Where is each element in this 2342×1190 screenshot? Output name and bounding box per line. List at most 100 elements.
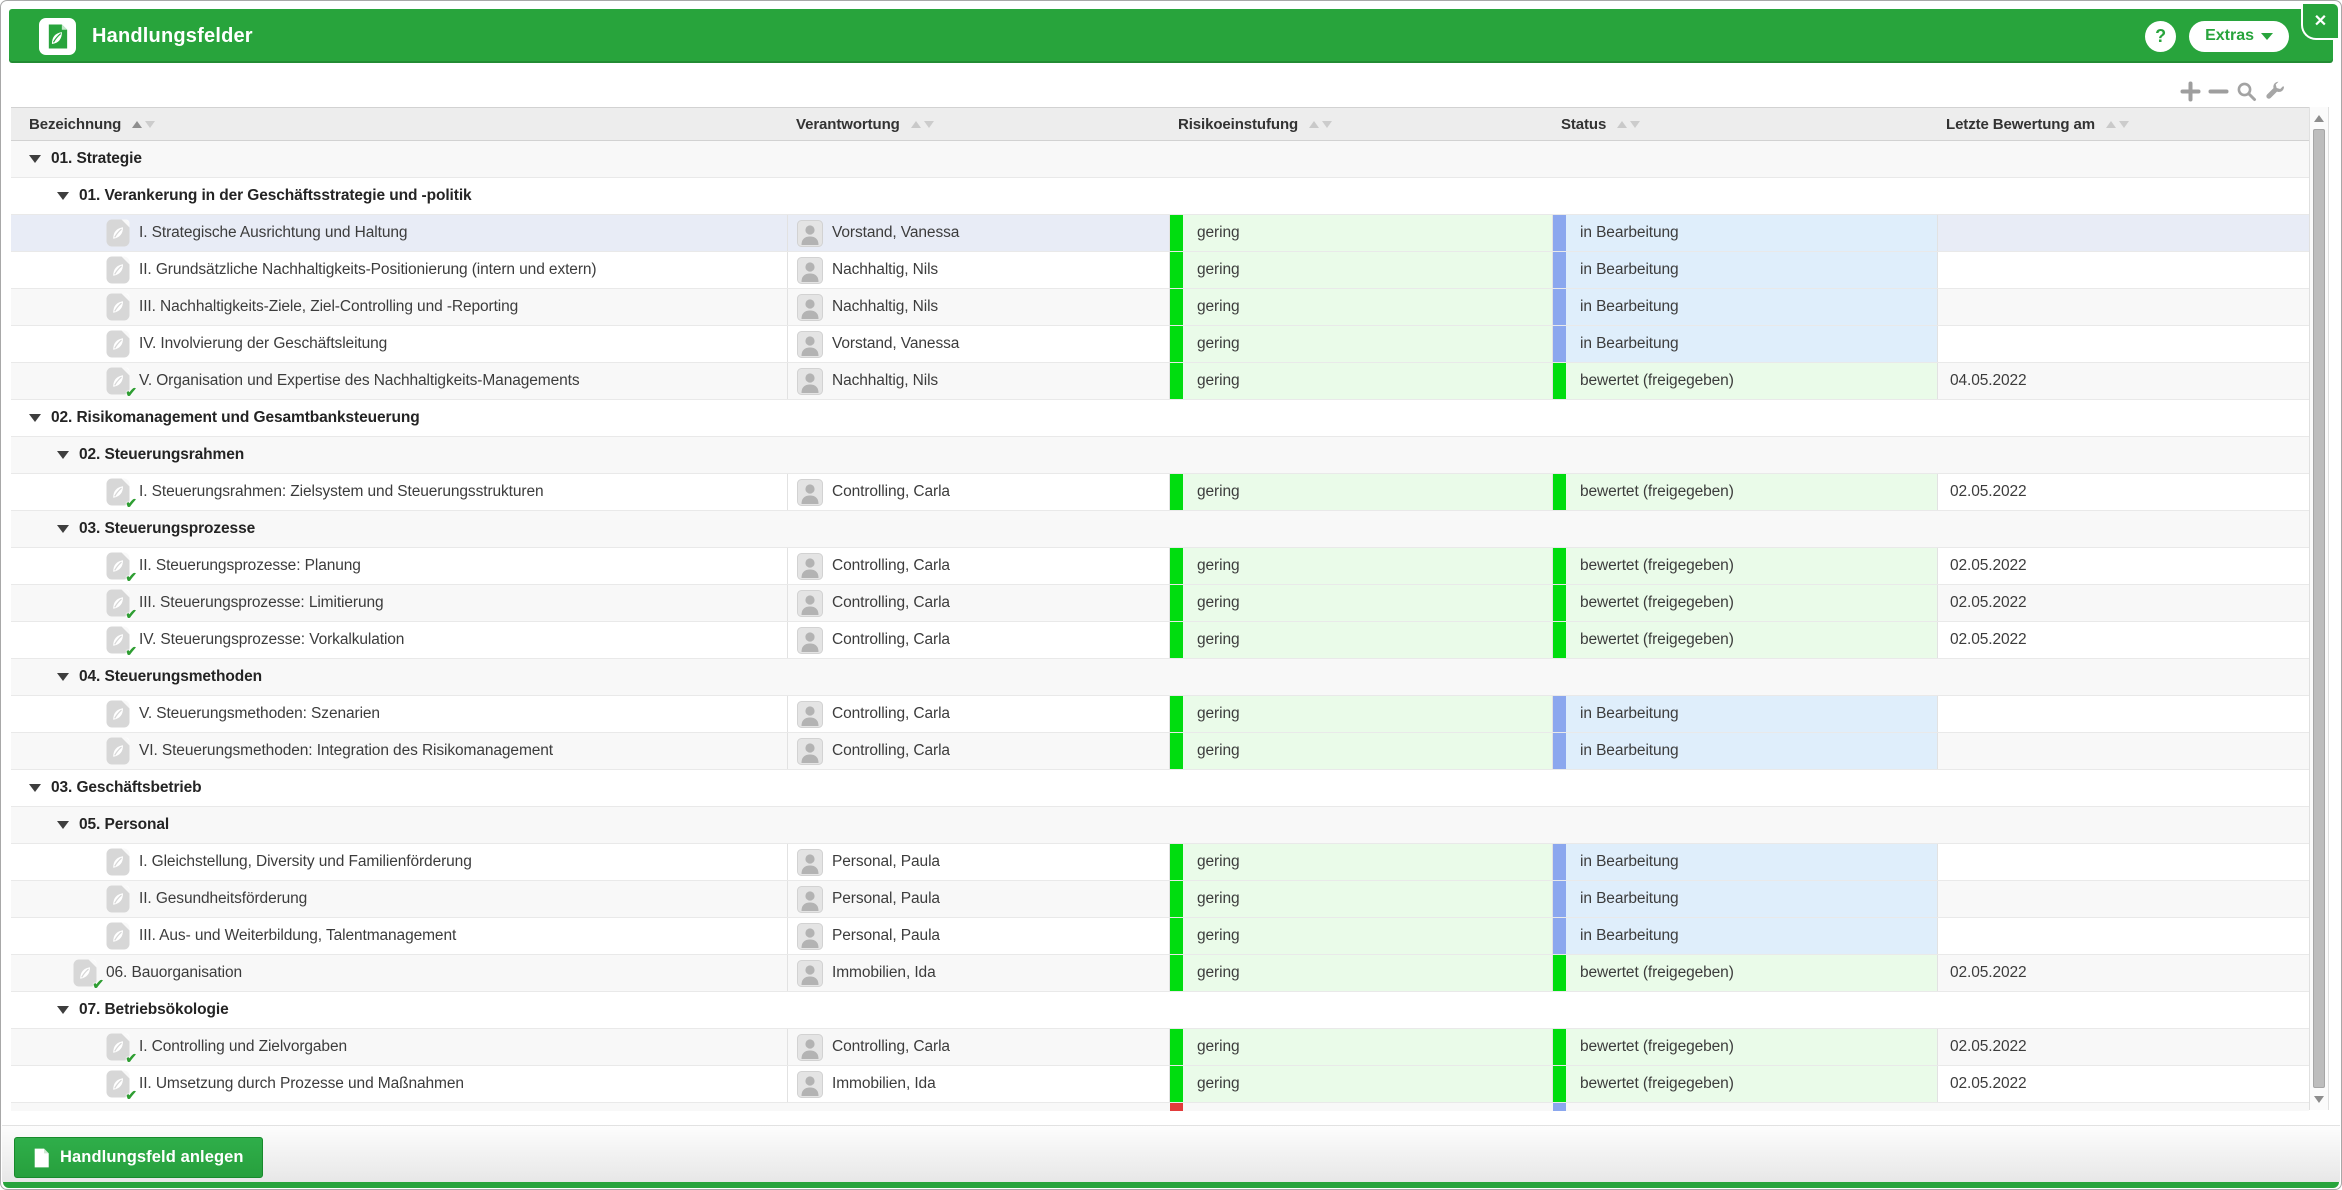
date-value: 02.05.2022 <box>1950 1038 2027 1055</box>
scroll-up-arrow-icon[interactable] <box>2310 109 2328 127</box>
item-row[interactable]: ✔ 06. Bauorganisation Immobilien, Ida gerin… <box>11 955 2309 992</box>
group-row[interactable]: 01. Verankerung in der Geschäftsstrategi… <box>11 178 2309 215</box>
verantwortung-cell: Vorstand, Vanessa <box>787 215 1169 251</box>
item-row[interactable]: II. Gesundheitsförderung Personal, Paula g… <box>11 881 2309 918</box>
risikoeinstufung-cell: gering <box>1169 1029 1552 1065</box>
person-icon <box>797 330 823 358</box>
item-row[interactable]: I. Strategische Ausrichtung und Haltung V… <box>11 215 2309 252</box>
status-cell: bewertet (freigegeben) <box>1552 1029 1937 1065</box>
group-label: 03. Steuerungsprozesse <box>79 520 256 537</box>
status-label: in Bearbeitung <box>1580 927 1679 944</box>
collapse-minus-icon[interactable] <box>2208 81 2229 102</box>
group-cell: 04. Steuerungsmethoden <box>11 659 2309 695</box>
risk-label: gering <box>1197 853 1240 870</box>
expand-plus-icon[interactable] <box>2180 81 2201 102</box>
leaf-document-icon <box>106 885 130 913</box>
approved-check-icon: ✔ <box>125 569 137 585</box>
scrollbar-thumb[interactable] <box>2313 129 2325 1088</box>
sort-arrows-icon[interactable] <box>2105 120 2129 128</box>
status-label: in Bearbeitung <box>1580 742 1679 759</box>
extras-button[interactable]: Extras <box>2189 20 2289 52</box>
risk-label: gering <box>1197 557 1240 574</box>
group-row[interactable]: 05. Personal <box>11 807 2309 844</box>
group-cell: 02. Risikomanagement und Gesamtbanksteue… <box>11 400 2309 436</box>
bezeichnung-cell: V. Steuerungsmethoden: Szenarien <box>11 696 787 732</box>
status-cell: bewertet (freigegeben) <box>1552 474 1937 510</box>
leaf-document-icon <box>106 737 130 765</box>
date-value: 02.05.2022 <box>1950 964 2027 981</box>
collapse-triangle-icon[interactable] <box>29 155 41 163</box>
partially-visible-row[interactable] <box>11 1103 2309 1111</box>
group-row[interactable]: 02. Risikomanagement und Gesamtbanksteue… <box>11 400 2309 437</box>
item-row[interactable]: ✔ I. Steuerungsrahmen: Zielsystem und Ste… <box>11 474 2309 511</box>
scroll-down-arrow-icon[interactable] <box>2310 1090 2328 1108</box>
group-label: 01. Strategie <box>51 150 142 167</box>
group-row[interactable]: 01. Strategie <box>11 141 2309 178</box>
collapse-triangle-icon[interactable] <box>57 1006 69 1014</box>
help-button[interactable]: ? <box>2145 20 2177 52</box>
sort-arrows-icon[interactable] <box>132 120 156 128</box>
sort-arrows-icon[interactable] <box>910 120 934 128</box>
group-row[interactable]: 02. Steuerungsrahmen <box>11 437 2309 474</box>
settings-wrench-icon[interactable] <box>2264 81 2285 102</box>
collapse-triangle-icon[interactable] <box>57 673 69 681</box>
vertical-scrollbar[interactable] <box>2309 107 2329 1110</box>
collapse-triangle-icon[interactable] <box>57 821 69 829</box>
status-label: bewertet (freigegeben) <box>1580 372 1734 389</box>
sort-arrows-icon[interactable] <box>1309 120 1333 128</box>
group-row[interactable]: 04. Steuerungsmethoden <box>11 659 2309 696</box>
bezeichnung-cell: ✔ I. Steuerungsrahmen: Zielsystem und Ste… <box>11 474 787 511</box>
column-header-2[interactable]: Risikoeinstufung <box>1169 108 1552 140</box>
item-row[interactable]: II. Grundsätzliche Nachhaltigkeits-Posit… <box>11 252 2309 289</box>
collapse-triangle-icon[interactable] <box>29 784 41 792</box>
person-icon <box>797 589 823 617</box>
status-color-bar <box>1553 363 1566 399</box>
item-row[interactable]: III. Aus- und Weiterbildung, Talentmanag… <box>11 918 2309 955</box>
search-icon[interactable] <box>2236 81 2257 102</box>
leaf-document-icon <box>106 700 130 728</box>
group-row[interactable]: 07. Betriebsökologie <box>11 992 2309 1029</box>
risikoeinstufung-cell: gering <box>1169 585 1552 621</box>
close-button[interactable]: ✕ <box>2301 4 2338 40</box>
column-header-4[interactable]: Letzte Bewertung am <box>1937 108 2309 140</box>
item-row[interactable]: ✔ II. Steuerungsprozesse: Planung Controll… <box>11 548 2309 585</box>
group-row[interactable]: 03. Steuerungsprozesse <box>11 511 2309 548</box>
column-header-1[interactable]: Verantwortung <box>787 108 1169 140</box>
create-handlungsfeld-button[interactable]: Handlungsfeld anlegen <box>14 1137 263 1178</box>
status-color-bar <box>1553 733 1566 769</box>
bezeichnung-cell: ✔ I. Controlling und Zielvorgaben <box>11 1029 787 1066</box>
letzte-bewertung-cell <box>1937 733 2309 769</box>
risk-label: gering <box>1197 594 1240 611</box>
item-row[interactable]: ✔ II. Umsetzung durch Prozesse und Maßnah… <box>11 1066 2309 1103</box>
risk-label: gering <box>1197 372 1240 389</box>
column-header-0[interactable]: Bezeichnung <box>11 108 787 140</box>
group-label: 02. Steuerungsrahmen <box>79 446 245 463</box>
collapse-triangle-icon[interactable] <box>29 414 41 422</box>
risk-label: gering <box>1197 335 1240 352</box>
person-name: Vorstand, Vanessa <box>832 224 960 241</box>
handlungsfelder-table: Bezeichnung Verantwortung Risikoeinstufung… <box>11 107 2309 1111</box>
letzte-bewertung-cell: 02.05.2022 <box>1937 1066 2309 1102</box>
item-row[interactable]: III. Nachhaltigkeits-Ziele, Ziel-Control… <box>11 289 2309 326</box>
status-cell: in Bearbeitung <box>1552 881 1937 917</box>
item-row[interactable]: ✔ I. Controlling und Zielvorgaben Controll… <box>11 1029 2309 1066</box>
item-row[interactable]: V. Steuerungsmethoden: Szenarien Controll… <box>11 696 2309 733</box>
item-row[interactable]: ✔ III. Steuerungsprozesse: Limitierung Con… <box>11 585 2309 622</box>
item-row[interactable]: ✔ V. Organisation und Expertise des Nachh… <box>11 363 2309 400</box>
risk-label: gering <box>1197 261 1240 278</box>
collapse-triangle-icon[interactable] <box>57 192 69 200</box>
status-color-bar <box>1553 844 1566 880</box>
item-row[interactable]: VI. Steuerungsmethoden: Integration des … <box>11 733 2309 770</box>
collapse-triangle-icon[interactable] <box>57 525 69 533</box>
item-row[interactable]: ✔ IV. Steuerungsprozesse: Vorkalkulation C… <box>11 622 2309 659</box>
risk-label: gering <box>1197 742 1240 759</box>
collapse-triangle-icon[interactable] <box>57 451 69 459</box>
sort-arrows-icon[interactable] <box>1617 120 1641 128</box>
group-row[interactable]: 03. Geschäftsbetrieb <box>11 770 2309 807</box>
item-row[interactable]: I. Gleichstellung, Diversity und Familie… <box>11 844 2309 881</box>
status-color-bar <box>1553 881 1566 917</box>
item-row[interactable]: IV. Involvierung der Geschäftsleitung Vor… <box>11 326 2309 363</box>
column-header-3[interactable]: Status <box>1552 108 1937 140</box>
leaf-document-icon: ✔ <box>73 959 104 992</box>
approved-check-icon: ✔ <box>125 643 137 659</box>
